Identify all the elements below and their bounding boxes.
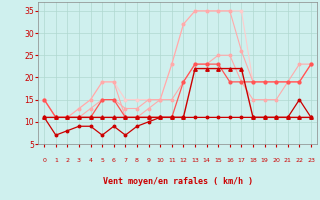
X-axis label: Vent moyen/en rafales ( km/h ): Vent moyen/en rafales ( km/h ) — [103, 177, 252, 186]
